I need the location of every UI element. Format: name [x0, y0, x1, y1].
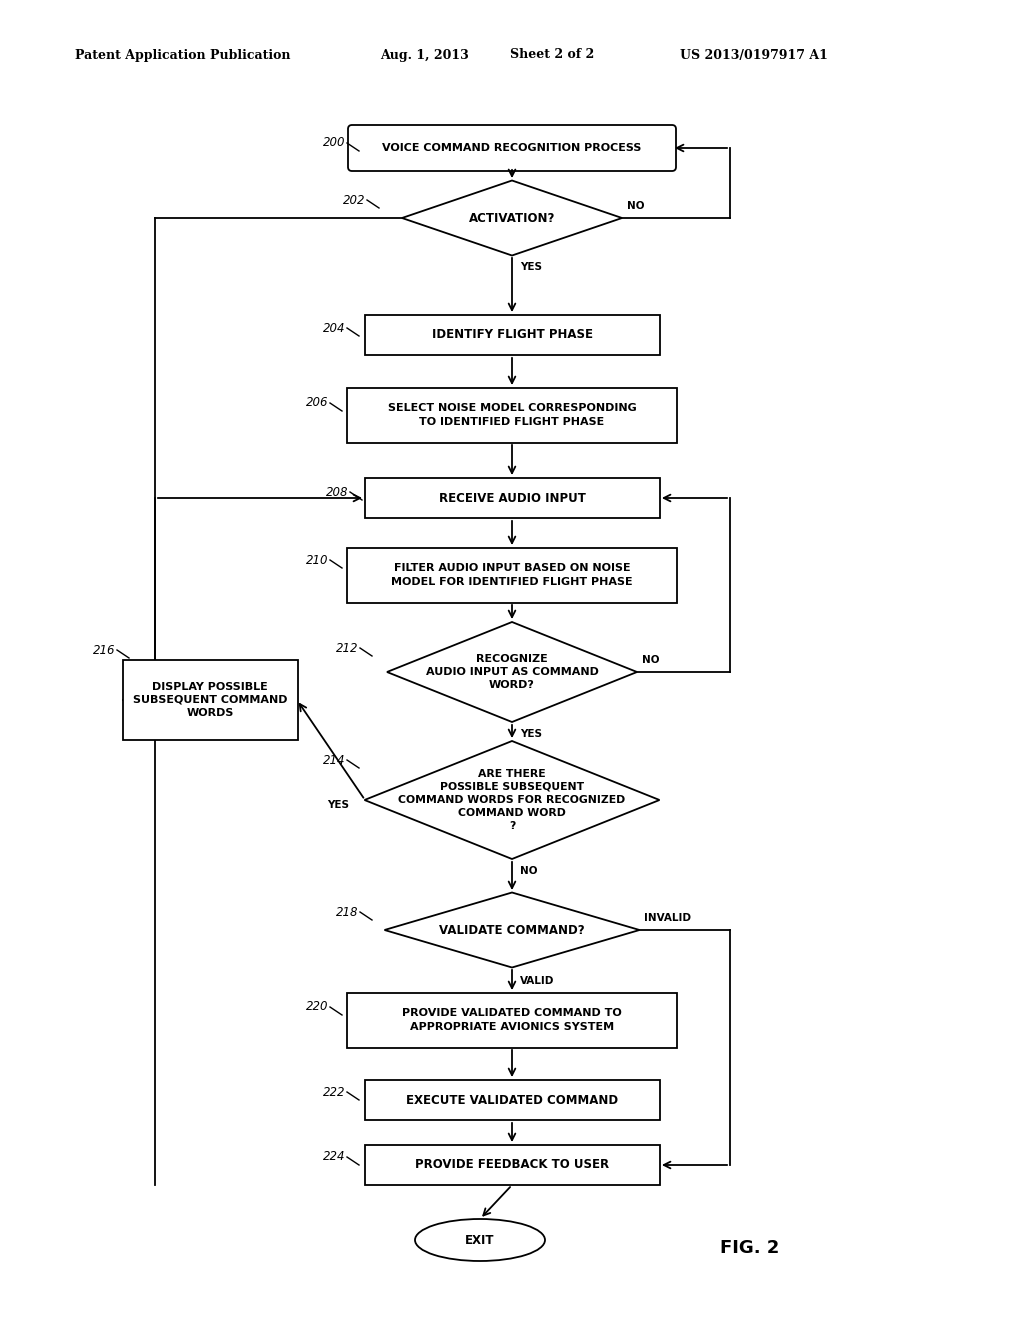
Text: SELECT NOISE MODEL CORRESPONDING
TO IDENTIFIED FLIGHT PHASE: SELECT NOISE MODEL CORRESPONDING TO IDEN… [388, 404, 636, 426]
Text: YES: YES [520, 729, 542, 739]
Text: FIG. 2: FIG. 2 [720, 1239, 779, 1257]
Text: YES: YES [520, 261, 542, 272]
Text: 222: 222 [323, 1085, 345, 1098]
Text: FILTER AUDIO INPUT BASED ON NOISE
MODEL FOR IDENTIFIED FLIGHT PHASE: FILTER AUDIO INPUT BASED ON NOISE MODEL … [391, 564, 633, 586]
Text: YES: YES [327, 800, 349, 810]
Bar [123, 660, 298, 741]
Text: NO: NO [642, 655, 659, 665]
Polygon shape [387, 622, 637, 722]
Bar [365, 315, 659, 355]
Text: RECEIVE AUDIO INPUT: RECEIVE AUDIO INPUT [438, 491, 586, 504]
Polygon shape [384, 892, 640, 968]
Text: PROVIDE VALIDATED COMMAND TO
APPROPRIATE AVIONICS SYSTEM: PROVIDE VALIDATED COMMAND TO APPROPRIATE… [402, 1008, 622, 1032]
Bar [365, 1080, 659, 1119]
Text: 214: 214 [323, 754, 345, 767]
Text: VALIDATE COMMAND?: VALIDATE COMMAND? [439, 924, 585, 936]
Bar [365, 1144, 659, 1185]
Text: 212: 212 [336, 642, 358, 655]
Text: Sheet 2 of 2: Sheet 2 of 2 [510, 49, 594, 62]
Text: Aug. 1, 2013: Aug. 1, 2013 [380, 49, 469, 62]
Ellipse shape [415, 1218, 545, 1261]
Bar [347, 993, 677, 1048]
Text: 204: 204 [323, 322, 345, 334]
Text: US 2013/0197917 A1: US 2013/0197917 A1 [680, 49, 827, 62]
Text: 218: 218 [336, 906, 358, 919]
Text: 202: 202 [342, 194, 365, 206]
Bar [347, 548, 677, 602]
Bar [365, 478, 659, 517]
Text: INVALID: INVALID [644, 913, 691, 923]
Text: PROVIDE FEEDBACK TO USER: PROVIDE FEEDBACK TO USER [415, 1159, 609, 1172]
Bar [347, 388, 677, 442]
Text: ACTIVATION?: ACTIVATION? [469, 211, 555, 224]
Text: 208: 208 [326, 486, 348, 499]
Text: DISPLAY POSSIBLE
SUBSEQUENT COMMAND
WORDS: DISPLAY POSSIBLE SUBSEQUENT COMMAND WORD… [133, 682, 288, 718]
Text: EXIT: EXIT [465, 1233, 495, 1246]
Text: RECOGNIZE
AUDIO INPUT AS COMMAND
WORD?: RECOGNIZE AUDIO INPUT AS COMMAND WORD? [426, 653, 598, 690]
Polygon shape [365, 741, 659, 859]
Text: ARE THERE
POSSIBLE SUBSEQUENT
COMMAND WORDS FOR RECOGNIZED
COMMAND WORD
?: ARE THERE POSSIBLE SUBSEQUENT COMMAND WO… [398, 768, 626, 832]
Text: 224: 224 [323, 1151, 345, 1163]
Polygon shape [402, 181, 622, 256]
FancyBboxPatch shape [348, 125, 676, 172]
Text: 216: 216 [92, 644, 115, 656]
Text: 210: 210 [305, 553, 328, 566]
Text: NO: NO [520, 866, 538, 876]
Text: 200: 200 [323, 136, 345, 149]
Text: VALID: VALID [520, 975, 554, 986]
Text: 206: 206 [305, 396, 328, 409]
Text: EXECUTE VALIDATED COMMAND: EXECUTE VALIDATED COMMAND [406, 1093, 618, 1106]
Text: IDENTIFY FLIGHT PHASE: IDENTIFY FLIGHT PHASE [431, 329, 593, 342]
Text: 220: 220 [305, 1001, 328, 1014]
Text: VOICE COMMAND RECOGNITION PROCESS: VOICE COMMAND RECOGNITION PROCESS [382, 143, 642, 153]
Text: NO: NO [627, 201, 644, 211]
Text: Patent Application Publication: Patent Application Publication [75, 49, 291, 62]
